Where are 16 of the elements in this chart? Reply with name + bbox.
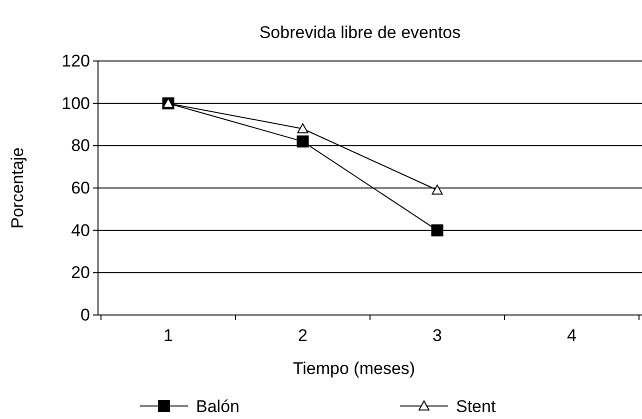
legend-label: Balón bbox=[196, 397, 240, 416]
x-axis-title: Tiempo (meses) bbox=[292, 359, 416, 378]
y-tick-label: 120 bbox=[62, 51, 90, 70]
y-tick-label: 20 bbox=[71, 263, 90, 282]
y-axis-title: Porcentaje bbox=[8, 147, 27, 229]
legend-label: Stent bbox=[456, 397, 496, 416]
y-tick-label: 40 bbox=[71, 220, 90, 240]
x-tick-label: 2 bbox=[298, 326, 308, 346]
y-tick-label: 100 bbox=[62, 94, 90, 113]
y-tick-label: 60 bbox=[71, 178, 90, 198]
x-tick-label: 4 bbox=[567, 326, 576, 346]
chart-title: Sobrevida libre de eventos bbox=[259, 23, 461, 42]
x-tick-label: 3 bbox=[432, 326, 442, 346]
y-tick-label: 80 bbox=[71, 136, 90, 156]
x-tick-label: 1 bbox=[164, 326, 173, 346]
y-tick-label: 0 bbox=[80, 305, 90, 324]
